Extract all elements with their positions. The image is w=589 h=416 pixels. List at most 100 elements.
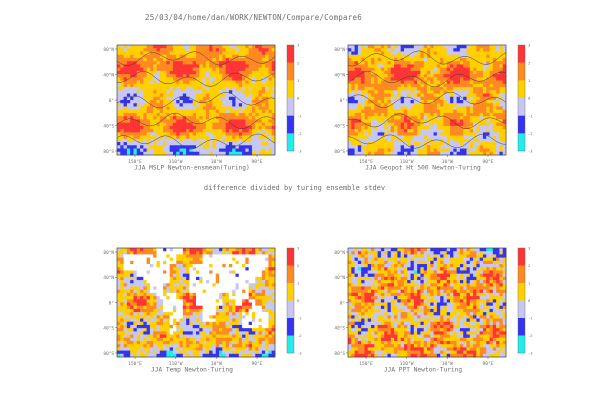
- heatmap-cell: [459, 93, 464, 98]
- heatmap-cell: [390, 54, 395, 59]
- heatmap-cell: [186, 125, 190, 130]
- heatmap-cell: [459, 135, 464, 140]
- heatmap-cell: [413, 61, 418, 65]
- heatmap-cell: [430, 54, 434, 59]
- heatmap-cell: [140, 70, 144, 75]
- heatmap-cell: [251, 308, 256, 313]
- heatmap-cell: [117, 138, 121, 143]
- heatmap-cell: [459, 151, 464, 156]
- heatmap-cell: [354, 48, 359, 52]
- heatmap-cell: [499, 106, 504, 111]
- heatmap-cell: [199, 353, 203, 358]
- heatmap-cell: [258, 138, 263, 143]
- heatmap-cell: [192, 122, 197, 127]
- heatmap-cell: [169, 61, 174, 65]
- heatmap-cell: [179, 109, 184, 114]
- heatmap-cell: [384, 51, 388, 56]
- heatmap-cell: [156, 292, 161, 297]
- heatmap-cell: [133, 353, 138, 358]
- heatmap-cell: [255, 112, 259, 117]
- heatmap-cell: [192, 132, 197, 136]
- heatmap-cell: [189, 151, 194, 156]
- heatmap-cell: [499, 132, 504, 136]
- heatmap-cell: [492, 57, 497, 62]
- heatmap-cell: [222, 347, 226, 351]
- heatmap-cell: [159, 129, 164, 133]
- heatmap-cell: [140, 61, 144, 65]
- heatmap-cell: [159, 273, 164, 278]
- heatmap-cell: [166, 119, 171, 123]
- heatmap-cell: [202, 254, 207, 258]
- heatmap-cell: [384, 103, 388, 107]
- heatmap-cell: [271, 248, 276, 252]
- heatmap-cell: [143, 344, 147, 348]
- heatmap-cell: [440, 109, 444, 114]
- heatmap-cell: [261, 270, 266, 274]
- heatmap-cell: [456, 135, 461, 140]
- heatmap-cell: [172, 251, 177, 255]
- heatmap-cell: [176, 334, 180, 339]
- heatmap-cell: [186, 299, 190, 303]
- heatmap-cell: [209, 257, 213, 262]
- heatmap-cell: [209, 276, 213, 281]
- heatmap-cell: [179, 45, 184, 49]
- heatmap-cell: [423, 45, 428, 49]
- heatmap-cell: [499, 87, 504, 91]
- heatmap-cell: [192, 106, 197, 111]
- heatmap-cell: [189, 112, 194, 117]
- heatmap-cell: [123, 305, 128, 310]
- heatmap-cell: [476, 132, 481, 136]
- heatmap-cell: [268, 305, 273, 310]
- heatmap-cell: [271, 45, 276, 49]
- heatmap-cell: [123, 112, 128, 117]
- heatmap-cell: [232, 260, 236, 265]
- heatmap-cell: [169, 276, 174, 281]
- heatmap-cells: [117, 45, 276, 156]
- heatmap-cell: [235, 106, 240, 111]
- heatmap-cell: [130, 347, 134, 351]
- heatmap-cell: [169, 353, 174, 358]
- heatmap-cell: [192, 129, 197, 133]
- heatmap-cell: [143, 331, 147, 335]
- heatmap-cell: [123, 302, 128, 307]
- heatmap-cell: [140, 344, 144, 348]
- heatmap-cell: [357, 67, 362, 72]
- heatmap-cell: [238, 103, 243, 107]
- heatmap-cell: [268, 315, 273, 319]
- heatmap-cell: [242, 64, 246, 68]
- heatmap-cell: [205, 45, 210, 49]
- heatmap-cell: [380, 57, 385, 62]
- heatmap-cell: [219, 315, 223, 319]
- heatmap-cell: [189, 347, 194, 351]
- heatmap-cell: [117, 67, 121, 72]
- heatmap-cell: [357, 122, 362, 127]
- heatmap-cell: [354, 93, 359, 98]
- heatmap-cell: [238, 280, 243, 284]
- heatmap-cell: [242, 302, 246, 307]
- heatmap-cell: [271, 51, 276, 56]
- heatmap-cell: [222, 148, 226, 153]
- heatmap-cell: [176, 302, 180, 307]
- colorbar-swatch: [287, 80, 294, 99]
- heatmap-cell: [133, 299, 138, 303]
- heatmap-cell: [420, 93, 425, 98]
- heatmap-cell: [268, 340, 273, 345]
- heatmap-cell: [232, 77, 236, 81]
- heatmap-cell: [361, 122, 365, 127]
- heatmap-cell: [459, 74, 464, 78]
- heatmap-cell: [499, 119, 504, 123]
- heatmap-cell: [228, 67, 233, 72]
- heatmap-cell: [212, 248, 217, 252]
- heatmap-cell: [130, 248, 134, 252]
- heatmap-cell: [205, 318, 210, 323]
- heatmap-cell: [364, 57, 369, 62]
- heatmap-cell: [469, 83, 474, 88]
- heatmap-cell: [123, 87, 128, 91]
- heatmap-cell: [205, 90, 210, 94]
- heatmap-cell: [228, 264, 233, 268]
- heatmap-cell: [410, 145, 415, 149]
- heatmap-cell: [499, 51, 504, 56]
- heatmap-cell: [215, 67, 220, 72]
- heatmap-cell: [374, 142, 378, 146]
- heatmap-cell: [245, 283, 250, 287]
